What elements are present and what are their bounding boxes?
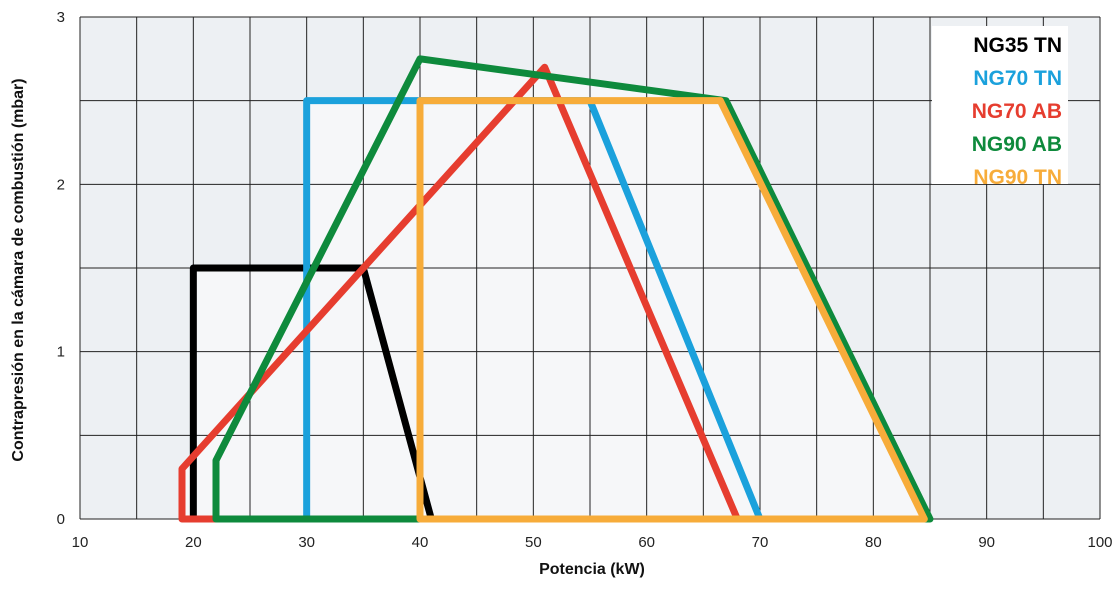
legend-item: NG35 TN bbox=[973, 34, 1062, 57]
legend-background bbox=[932, 26, 1068, 184]
series-layer bbox=[178, 55, 934, 523]
series-line-ng90-tn bbox=[416, 97, 928, 523]
legend: NG35 TN NG70 TN NG70 AB NG90 AB NG90 TN bbox=[932, 26, 1068, 189]
y-axis-ticks: 0 1 2 3 bbox=[57, 9, 65, 528]
legend-item: NG70 TN bbox=[973, 67, 1062, 90]
x-tick-label: 70 bbox=[752, 534, 769, 551]
x-tick-label: 20 bbox=[185, 534, 202, 551]
legend-item: NG70 AB bbox=[972, 100, 1062, 123]
x-tick-label: 50 bbox=[525, 534, 542, 551]
legend-item: NG90 AB bbox=[972, 133, 1062, 156]
x-tick-label: 60 bbox=[638, 534, 655, 551]
legend-item: NG90 TN bbox=[973, 166, 1062, 189]
x-axis-ticks: 10 20 30 40 50 60 70 80 90 100 bbox=[72, 534, 1113, 551]
x-axis-title: Potencia (kW) bbox=[539, 561, 645, 578]
y-tick-label: 1 bbox=[57, 344, 65, 361]
x-tick-label: 40 bbox=[412, 534, 429, 551]
y-tick-label: 2 bbox=[57, 176, 65, 193]
y-tick-label: 0 bbox=[57, 511, 65, 528]
x-tick-label: 30 bbox=[298, 534, 315, 551]
x-tick-label: 80 bbox=[865, 534, 882, 551]
x-tick-label: 90 bbox=[978, 534, 995, 551]
x-tick-label: 10 bbox=[72, 534, 89, 551]
x-tick-label: 100 bbox=[1087, 534, 1112, 551]
y-tick-label: 3 bbox=[57, 9, 65, 26]
y-axis-title: Contrapresión en la cámara de combustión… bbox=[10, 78, 27, 461]
